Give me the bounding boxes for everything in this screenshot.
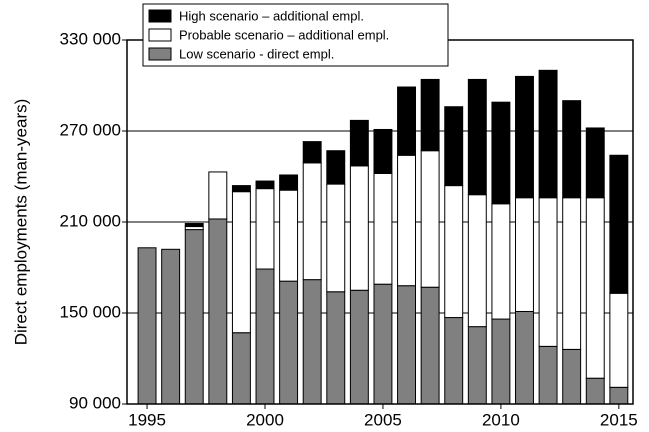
bar-segment bbox=[538, 69, 558, 199]
bar-segment bbox=[467, 78, 487, 196]
bar-segment bbox=[326, 291, 346, 405]
bar-segment bbox=[609, 386, 629, 405]
y-tick-label: 330 000 bbox=[60, 29, 121, 48]
legend-label: Probable scenario – additional empl. bbox=[179, 27, 389, 42]
bar-segment bbox=[491, 318, 511, 405]
bar-segment bbox=[538, 197, 558, 347]
bar-segment bbox=[538, 345, 558, 405]
x-tick-label: 2000 bbox=[246, 410, 284, 429]
bar-segment bbox=[184, 229, 204, 405]
bar-segment bbox=[444, 317, 464, 405]
bar-segment bbox=[349, 289, 369, 405]
bar-segment bbox=[373, 283, 393, 405]
bar-segment bbox=[161, 248, 181, 405]
bar-segment bbox=[349, 119, 369, 167]
legend-label: Low scenario - direct empl. bbox=[179, 46, 334, 61]
bar-segment bbox=[397, 154, 417, 287]
bar-segment bbox=[397, 285, 417, 405]
bar-segment bbox=[562, 197, 582, 350]
bar-segment bbox=[279, 189, 299, 282]
bar-segment bbox=[444, 185, 464, 319]
bar-segment bbox=[420, 78, 440, 152]
bar-segment bbox=[137, 247, 157, 405]
bar-segment bbox=[184, 223, 204, 228]
bar-segment bbox=[562, 100, 582, 199]
bar-segment bbox=[491, 203, 511, 320]
bar-segment bbox=[231, 191, 251, 334]
bar-segment bbox=[302, 162, 322, 281]
bar-segment bbox=[585, 127, 605, 199]
bar-segment bbox=[231, 332, 251, 405]
x-tick-label: 2010 bbox=[482, 410, 520, 429]
bar-segment bbox=[279, 280, 299, 405]
bar-segment bbox=[373, 128, 393, 174]
bar-segment bbox=[420, 150, 440, 288]
bar-segment bbox=[397, 86, 417, 156]
bar-segment bbox=[326, 150, 346, 185]
legend-swatch bbox=[148, 9, 172, 23]
y-axis-label: Direct employments (man-years) bbox=[11, 99, 30, 346]
bar-segment bbox=[491, 101, 511, 205]
x-tick-label: 1995 bbox=[128, 410, 166, 429]
bar-segment bbox=[326, 183, 346, 293]
legend-box bbox=[142, 3, 449, 67]
bar-segment bbox=[231, 185, 251, 193]
bar-segment bbox=[349, 165, 369, 291]
bar-segment bbox=[302, 279, 322, 405]
bar-segment bbox=[585, 377, 605, 405]
bar-segment bbox=[515, 75, 534, 199]
bar-segment bbox=[420, 286, 440, 405]
bar-segment bbox=[609, 292, 629, 388]
bar-segment bbox=[373, 172, 393, 285]
bar-segment bbox=[467, 194, 487, 328]
bar-segment bbox=[255, 180, 275, 190]
bar-segment bbox=[585, 197, 605, 379]
bar-segment bbox=[562, 348, 582, 405]
legend-swatch bbox=[148, 47, 172, 61]
bar-segment bbox=[515, 197, 534, 312]
x-tick-label: 2015 bbox=[600, 410, 638, 429]
bar-segment bbox=[255, 268, 275, 405]
legend-label: High scenario – additional empl. bbox=[179, 8, 364, 23]
y-tick-label: 150 000 bbox=[60, 302, 121, 321]
bar-segment bbox=[208, 171, 228, 220]
bar-segment bbox=[208, 218, 228, 405]
bar-segment bbox=[444, 106, 464, 187]
bar-segment bbox=[515, 310, 534, 405]
y-tick-label: 210 000 bbox=[60, 211, 121, 230]
legend-swatch bbox=[148, 28, 172, 42]
bar-segment bbox=[255, 188, 275, 270]
y-tick-label: 90 000 bbox=[69, 393, 121, 412]
bar-segment bbox=[609, 154, 629, 294]
bar-segment bbox=[467, 326, 487, 405]
x-tick-label: 2005 bbox=[364, 410, 402, 429]
y-tick-label: 270 000 bbox=[60, 120, 121, 139]
bar-segment bbox=[279, 174, 299, 191]
bar-segment bbox=[302, 141, 322, 164]
